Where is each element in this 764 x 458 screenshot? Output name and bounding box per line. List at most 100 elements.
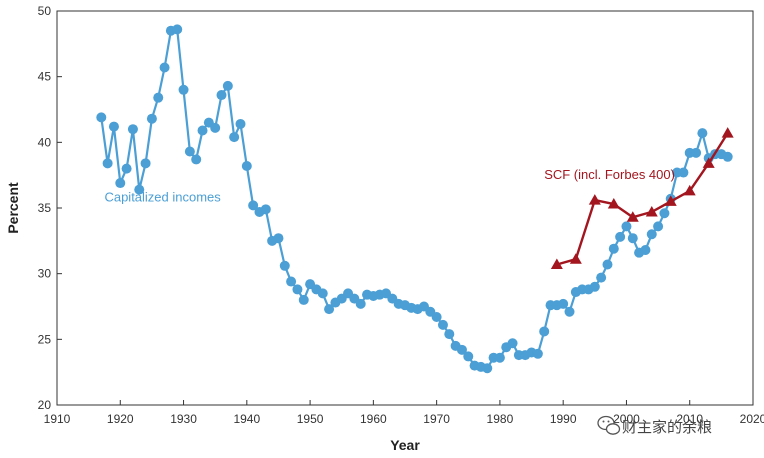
x-tick-label: 1950	[297, 412, 324, 426]
data-point	[456, 344, 467, 355]
data-point	[507, 338, 518, 349]
data-point	[298, 294, 309, 305]
data-point	[702, 157, 715, 168]
x-tick-label: 1920	[107, 412, 134, 426]
data-point	[664, 195, 677, 206]
y-tick-label: 25	[38, 332, 52, 346]
x-tick-label: 1980	[487, 412, 514, 426]
data-point	[146, 113, 157, 124]
data-point	[691, 147, 702, 158]
data-point	[222, 80, 233, 91]
data-point	[108, 121, 119, 132]
x-axis-ticks: 1910 1920 1930 1940 1950 1960 1970 1980 1990 2000…	[44, 400, 764, 426]
data-point	[697, 128, 708, 139]
data-point	[532, 348, 543, 359]
y-tick-label: 30	[38, 267, 52, 281]
series-annotation: Capitalized incomes	[104, 189, 221, 204]
data-point	[608, 243, 619, 254]
x-tick-label: 1960	[360, 412, 387, 426]
data-point	[210, 122, 221, 133]
data-point	[102, 158, 113, 169]
data-point	[621, 221, 632, 232]
data-point	[564, 306, 575, 317]
data-point	[273, 233, 284, 244]
data-point	[248, 200, 259, 211]
data-point	[678, 167, 689, 178]
x-tick-label: 1990	[550, 412, 577, 426]
x-tick-label: 1910	[44, 412, 71, 426]
data-point	[178, 84, 189, 95]
data-point	[645, 205, 658, 217]
x-axis-title: Year	[390, 437, 420, 453]
y-axis-title: Percent	[5, 182, 21, 234]
watermark-text: 财主家的余粮	[622, 418, 712, 436]
data-point	[216, 90, 227, 101]
y-tick-label: 35	[38, 201, 52, 215]
data-point	[550, 258, 563, 269]
series-layer	[96, 24, 734, 374]
data-point	[134, 184, 145, 195]
data-point	[626, 211, 639, 222]
x-tick-label: 1940	[233, 412, 260, 426]
data-point	[184, 146, 195, 157]
data-point	[482, 363, 493, 374]
data-point	[659, 208, 670, 219]
data-point	[140, 158, 151, 169]
data-point	[683, 184, 696, 196]
data-point	[260, 204, 271, 215]
data-point	[602, 259, 613, 270]
data-point	[115, 178, 126, 189]
x-tick-label: 2000	[613, 412, 640, 426]
data-point	[197, 125, 208, 136]
data-point	[355, 298, 366, 309]
data-point	[235, 118, 246, 129]
data-point	[463, 351, 474, 362]
x-tick-label: 2010	[676, 412, 703, 426]
data-point	[615, 231, 626, 242]
series-0	[96, 24, 733, 374]
series-annotation: SCF (incl. Forbes 400)	[544, 167, 675, 182]
x-tick-label: 1970	[423, 412, 450, 426]
series-1	[550, 127, 734, 269]
y-tick-label: 20	[38, 398, 52, 412]
data-point	[127, 124, 138, 135]
y-axis-ticks: 20 25 30 35 40 45 50	[38, 4, 62, 412]
data-point	[444, 329, 455, 340]
data-point	[241, 160, 252, 171]
x-tick-label: 1930	[170, 412, 197, 426]
data-point	[721, 127, 734, 138]
data-point	[431, 312, 442, 323]
data-point	[159, 62, 170, 73]
data-point	[589, 281, 600, 292]
wechat-icon	[597, 415, 621, 435]
data-point	[539, 326, 550, 337]
data-point	[607, 198, 620, 209]
data-point	[653, 221, 664, 232]
data-point	[640, 245, 651, 256]
data-point	[279, 260, 290, 271]
data-point	[437, 319, 448, 330]
data-point	[558, 298, 569, 309]
data-point	[494, 352, 505, 363]
y-tick-label: 50	[38, 4, 52, 18]
data-point	[286, 276, 297, 287]
data-point	[588, 194, 601, 205]
x-tick-label: 2020	[740, 412, 764, 426]
data-point	[596, 272, 607, 283]
y-tick-label: 45	[38, 70, 52, 84]
data-point	[229, 132, 240, 143]
data-point	[646, 229, 657, 240]
data-point	[172, 24, 183, 35]
data-point	[317, 288, 328, 299]
data-point	[121, 163, 132, 174]
y-tick-label: 40	[38, 135, 52, 149]
data-point	[153, 92, 164, 103]
data-point	[569, 253, 582, 264]
series-line	[556, 132, 729, 266]
data-point	[722, 151, 733, 162]
annotation-layer: Capitalized incomes SCF (incl. Forbes 400…	[104, 167, 675, 204]
data-point	[191, 154, 202, 165]
data-point	[627, 233, 638, 244]
